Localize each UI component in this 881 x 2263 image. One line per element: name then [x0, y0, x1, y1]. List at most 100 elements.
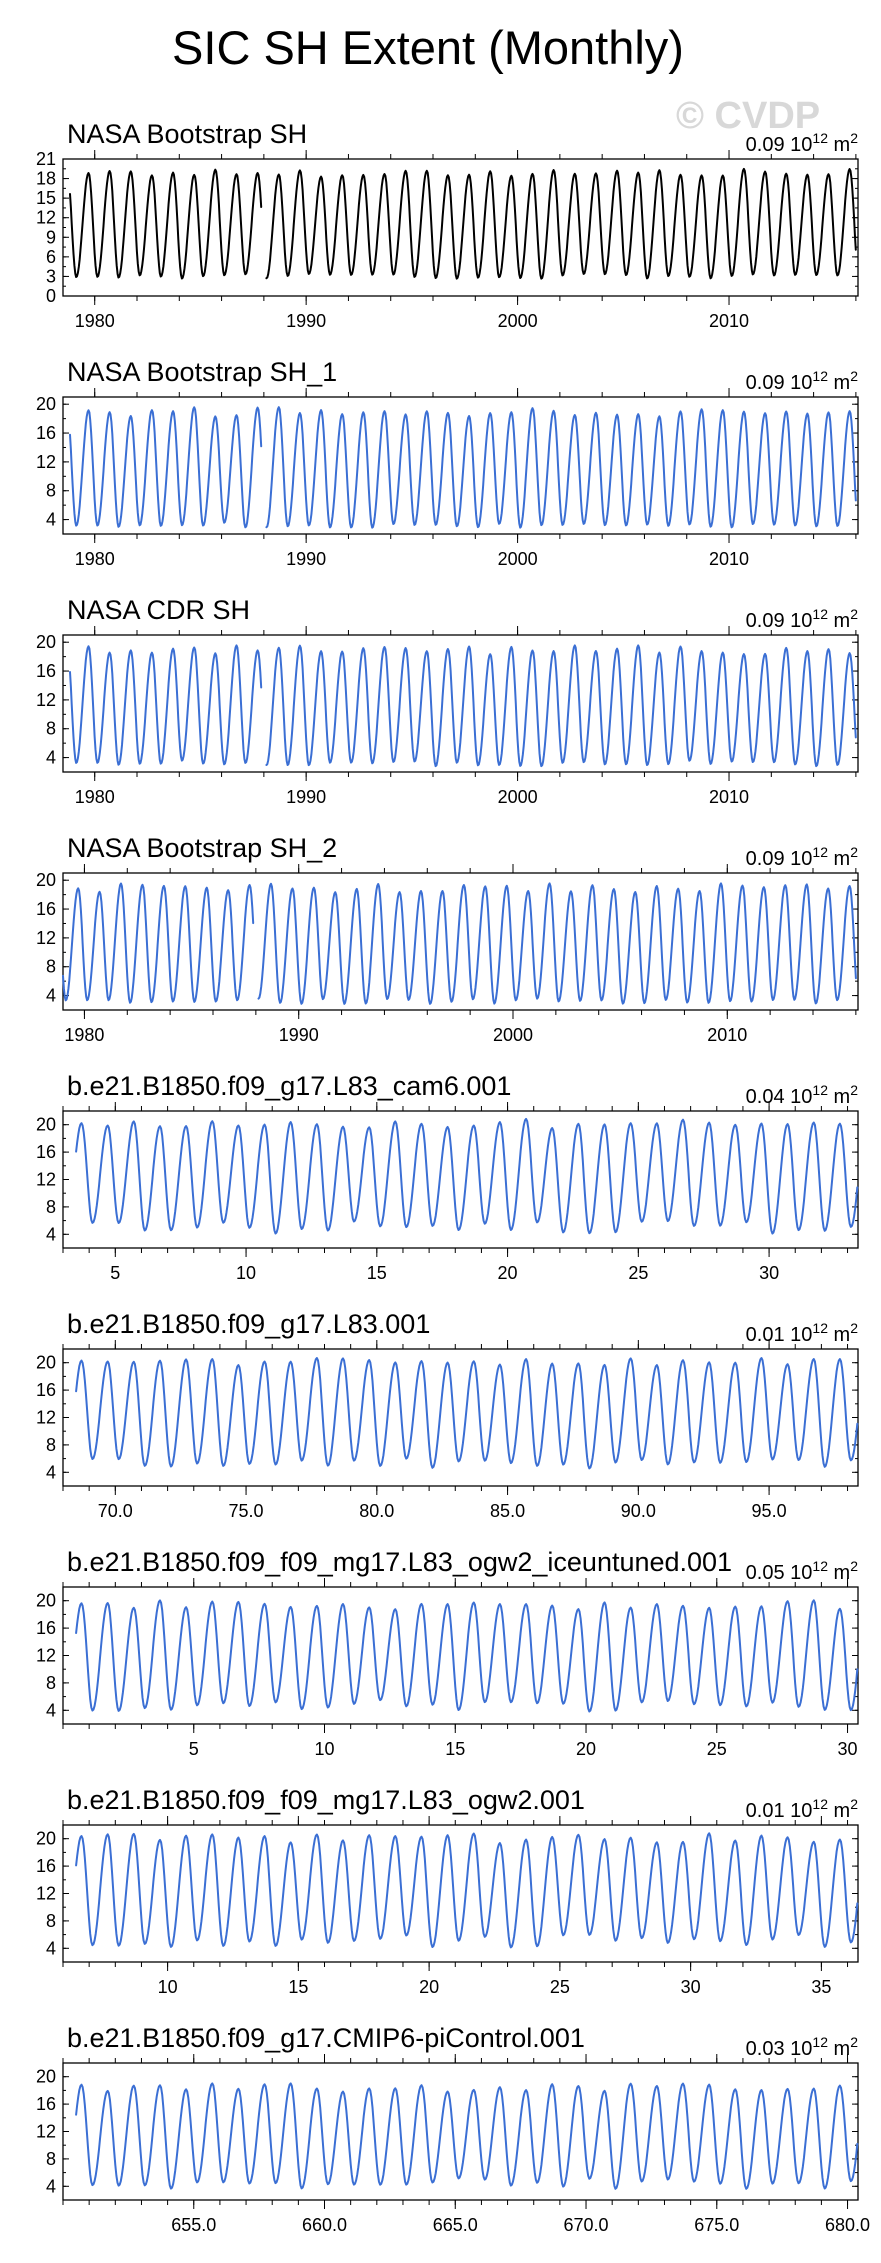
x-tick-label: 2010	[709, 311, 749, 331]
x-tick-label: 70.0	[98, 1501, 133, 1521]
x-tick-label: 660.0	[302, 2215, 347, 2235]
series-line	[69, 644, 857, 768]
panel-5: b.e21.B1850.f09_g17.L83_cam6.001 0.04 101…	[36, 1071, 859, 1283]
x-tick-label: 2000	[493, 1025, 533, 1045]
y-tick-label: 20	[36, 632, 56, 652]
x-tick-label: 25	[628, 1263, 648, 1283]
y-tick-label: 8	[46, 1911, 56, 1931]
series-line	[69, 406, 857, 529]
y-tick-label: 20	[36, 394, 56, 414]
series-line	[75, 2082, 859, 2190]
y-tick-label: 12	[36, 208, 56, 228]
plot-frame	[62, 158, 859, 297]
x-tick-label: 665.0	[433, 2215, 478, 2235]
panel-unit-label: 0.01 1012 m2	[746, 1320, 859, 1346]
panels: NASA Bootstrap SH 0.09 1012 m203691215182…	[36, 119, 870, 2235]
x-tick-label: 80.0	[359, 1501, 394, 1521]
y-tick-label: 20	[36, 2067, 56, 2087]
y-tick-label: 20	[36, 1353, 56, 1373]
x-tick-label: 5	[189, 1739, 199, 1759]
x-tick-label: 2000	[498, 549, 538, 569]
panel-8: b.e21.B1850.f09_f09_mg17.L83_ogw2.001 0.0…	[36, 1785, 859, 1997]
x-tick-label: 30	[759, 1263, 779, 1283]
y-tick-label: 21	[36, 149, 56, 169]
x-tick-label: 20	[419, 1977, 439, 1997]
plot-frame	[62, 634, 859, 773]
x-tick-label: 20	[498, 1263, 518, 1283]
panel-title: NASA Bootstrap SH	[67, 119, 307, 149]
x-tick-label: 670.0	[564, 2215, 609, 2235]
x-tick-label: 1990	[286, 549, 326, 569]
x-tick-label: 95.0	[752, 1501, 787, 1521]
x-tick-label: 10	[314, 1739, 334, 1759]
y-tick-label: 8	[46, 1673, 56, 1693]
series-line	[75, 1832, 859, 1949]
y-tick-label: 15	[36, 188, 56, 208]
y-tick-label: 12	[36, 2122, 56, 2142]
panel-6: b.e21.B1850.f09_g17.L83.001 0.01 1012 m2 4…	[36, 1309, 859, 1521]
y-tick-label: 12	[36, 1884, 56, 1904]
panel-title: b.e21.B1850.f09_g17.L83_cam6.001	[67, 1071, 511, 1101]
x-tick-label: 655.0	[171, 2215, 216, 2235]
x-tick-label: 35	[811, 1977, 831, 1997]
y-tick-label: 8	[46, 957, 56, 977]
y-tick-label: 8	[46, 1435, 56, 1455]
y-tick-label: 4	[46, 748, 56, 768]
panel-unit-label: 0.03 1012 m2	[746, 2034, 859, 2060]
y-tick-label: 12	[36, 1646, 56, 1666]
plot-frame	[62, 872, 859, 1011]
x-tick-label: 90.0	[621, 1501, 656, 1521]
y-tick-label: 16	[36, 1380, 56, 1400]
panel-unit-label: 0.09 1012 m2	[746, 844, 859, 870]
x-tick-label: 1990	[286, 787, 326, 807]
x-tick-label: 1980	[75, 311, 115, 331]
x-tick-label: 2000	[498, 311, 538, 331]
y-tick-label: 16	[36, 423, 56, 443]
x-tick-label: 2010	[709, 787, 749, 807]
y-tick-label: 16	[36, 899, 56, 919]
x-tick-label: 15	[288, 1977, 308, 1997]
panel-unit-label: 0.04 1012 m2	[746, 1082, 859, 1108]
y-tick-label: 4	[46, 510, 56, 530]
series-line	[75, 1599, 859, 1713]
x-tick-label: 675.0	[694, 2215, 739, 2235]
x-tick-label: 2010	[709, 549, 749, 569]
panel-3: NASA CDR SH 0.09 1012 m2 4 8 12 16 20 1980 1990 2…	[36, 595, 859, 807]
y-tick-label: 20	[36, 1591, 56, 1611]
y-tick-label: 20	[36, 1829, 56, 1849]
x-tick-label: 25	[550, 1977, 570, 1997]
series-line	[69, 167, 857, 280]
panel-title: NASA CDR SH	[67, 595, 250, 625]
figure-title: SIC SH Extent (Monthly)	[172, 21, 684, 74]
panel-title: b.e21.B1850.f09_f09_mg17.L83_ogw2_iceunt…	[67, 1547, 732, 1577]
y-tick-label: 4	[46, 1462, 56, 1482]
panel-title: b.e21.B1850.f09_g17.CMIP6-piControl.001	[67, 2023, 585, 2053]
watermark: © CVDP	[676, 95, 820, 137]
plot-frame	[62, 396, 859, 535]
y-tick-label: 18	[36, 169, 56, 189]
series-line	[62, 882, 857, 1005]
y-tick-label: 12	[36, 928, 56, 948]
x-tick-label: 1980	[75, 787, 115, 807]
y-tick-label: 20	[36, 1115, 56, 1135]
series-line	[75, 1117, 859, 1235]
x-tick-label: 1990	[286, 311, 326, 331]
x-tick-label: 25	[707, 1739, 727, 1759]
panel-7: b.e21.B1850.f09_f09_mg17.L83_ogw2_iceunt…	[36, 1547, 859, 1759]
panel-unit-label: 0.09 1012 m2	[746, 368, 859, 394]
y-tick-label: 4	[46, 986, 56, 1006]
x-tick-label: 75.0	[229, 1501, 264, 1521]
y-tick-label: 4	[46, 2176, 56, 2196]
panel-title: NASA Bootstrap SH_1	[67, 357, 337, 387]
x-tick-label: 10	[158, 1977, 178, 1997]
y-tick-label: 8	[46, 481, 56, 501]
y-tick-label: 8	[46, 1197, 56, 1217]
x-tick-label: 30	[838, 1739, 858, 1759]
x-tick-label: 2010	[707, 1025, 747, 1045]
x-tick-label: 15	[445, 1739, 465, 1759]
y-tick-label: 4	[46, 1938, 56, 1958]
y-tick-label: 3	[46, 266, 56, 286]
panel-9: b.e21.B1850.f09_g17.CMIP6-piControl.001 0…	[36, 2023, 870, 2235]
y-tick-label: 0	[46, 286, 56, 306]
plot-frame	[62, 2062, 859, 2201]
